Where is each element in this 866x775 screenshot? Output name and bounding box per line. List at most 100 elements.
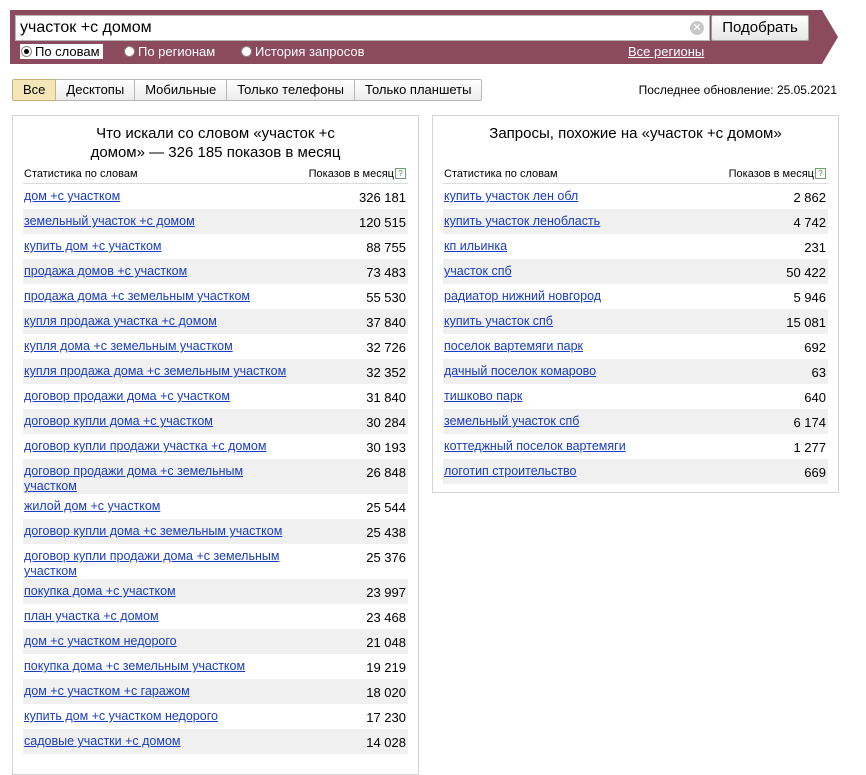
phrase-link[interactable]: участок спб	[444, 264, 512, 278]
table-row: договор купли дома +с участком 30 284	[23, 409, 408, 434]
radio-history-label: История запросов	[255, 44, 365, 59]
table-row: купля продажа участка +с домом 37 840	[23, 309, 408, 334]
shows-count: 23 997	[366, 585, 406, 600]
phrase-link[interactable]: продажа домов +с участком	[24, 264, 188, 278]
words-panel-title: Что искали со словом «участок +с домом» …	[23, 124, 408, 162]
tab-all[interactable]: Все	[12, 79, 57, 101]
tab-desktops[interactable]: Десктопы	[56, 79, 136, 101]
similar-table-body: купить участок лен обл 2 862 купить участо…	[443, 184, 828, 484]
similar-table-header: Статистика по словам Показов в месяц?	[443, 166, 828, 184]
shows-count: 32 726	[366, 340, 406, 355]
phrase-link[interactable]: дом +с участком	[24, 189, 121, 203]
shows-count: 88 755	[366, 240, 406, 255]
shows-count: 1 277	[793, 440, 826, 455]
phrase-link[interactable]: дом +с участком недорого	[24, 634, 177, 648]
phrase-link[interactable]: договор купли продажи участка +с домом	[24, 439, 267, 453]
table-row: договор продажи дома +с земельным участк…	[23, 459, 408, 494]
shows-count: 25 438	[366, 525, 406, 540]
tab-mobile[interactable]: Мобильные	[135, 79, 228, 101]
shows-count: 30 193	[366, 440, 406, 455]
table-row: садовые участки +с домом 14 028	[23, 729, 408, 754]
phrase-link[interactable]: договор купли продажи дома +с земельным …	[24, 549, 280, 578]
all-regions-link[interactable]: Все регионы	[628, 44, 705, 59]
phrase-link[interactable]: продажа дома +с земельным участком	[24, 289, 250, 303]
table-row: план участка +с домом 23 468	[23, 604, 408, 629]
phrase-link[interactable]: купить участок спб	[444, 314, 553, 328]
radio-unchecked-icon	[124, 46, 135, 57]
phrase-link[interactable]: жилой дом +с участком	[24, 499, 161, 513]
phrase-link[interactable]: план участка +с домом	[24, 609, 159, 623]
shows-count: 640	[804, 390, 826, 405]
pick-button[interactable]: Подобрать	[711, 15, 809, 41]
table-row: дачный поселок комарово 63	[443, 359, 828, 384]
shows-count: 55 530	[366, 290, 406, 305]
table-row: покупка дома +с участком 23 997	[23, 579, 408, 604]
shows-count: 692	[804, 340, 826, 355]
table-row: продажа дома +с земельным участком 55 530	[23, 284, 408, 309]
radio-by-regions[interactable]: По регионам	[124, 44, 215, 59]
phrase-link[interactable]: коттеджный поселок вартемяги	[444, 439, 626, 453]
phrase-link[interactable]: дом +с участком +с гаражом	[24, 684, 190, 698]
table-row: купить дом +с участком 88 755	[23, 234, 408, 259]
phrase-link[interactable]: покупка дома +с земельным участком	[24, 659, 246, 673]
similar-panel-title: Запросы, похожие на «участок +с домом»	[489, 125, 782, 142]
phrase-link[interactable]: купить дом +с участком недорого	[24, 709, 218, 723]
table-row: купить участок спб 15 081	[443, 309, 828, 334]
table-row: земельный участок +с домом 120 515	[23, 209, 408, 234]
clear-icon[interactable]: ✕	[690, 21, 704, 35]
table-row: тишково парк 640	[443, 384, 828, 409]
shows-count: 25 376	[366, 550, 406, 565]
tab-phones-only[interactable]: Только телефоны	[227, 79, 356, 101]
phrase-link[interactable]: купля продажа участка +с домом	[24, 314, 217, 328]
table-row: продажа домов +с участком 73 483	[23, 259, 408, 284]
phrase-link[interactable]: договор купли дома +с участком	[24, 414, 213, 428]
phrase-link[interactable]: покупка дома +с участком	[24, 584, 176, 598]
phrase-link[interactable]: земельный участок +с домом	[24, 214, 195, 228]
radio-by-words[interactable]: По словам	[20, 44, 103, 59]
phrase-link[interactable]: купить участок лен обл	[444, 189, 579, 203]
table-row: дом +с участком +с гаражом 18 020	[23, 679, 408, 704]
phrase-link[interactable]: договор продажи дома +с участком	[24, 389, 230, 403]
shows-count: 19 219	[366, 660, 406, 675]
phrase-link[interactable]: земельный участок спб	[444, 414, 580, 428]
table-row: радиатор нижний новгород 5 946	[443, 284, 828, 309]
shows-count: 17 230	[366, 710, 406, 725]
phrase-link[interactable]: купить дом +с участком	[24, 239, 162, 253]
help-icon[interactable]: ?	[395, 168, 406, 179]
shows-count: 23 468	[366, 610, 406, 625]
phrase-link[interactable]: поселок вартемяги парк	[444, 339, 584, 353]
radio-unchecked-icon	[241, 46, 252, 57]
radio-by-regions-label: По регионам	[138, 44, 216, 59]
phrase-link[interactable]: логотип строительство	[444, 464, 577, 478]
words-panel-title-line1: Что искали со словом «участок +с	[96, 125, 335, 142]
phrase-link[interactable]: купля продажа дома +с земельным участком	[24, 364, 287, 378]
similar-panel: Запросы, похожие на «участок +с домом» С…	[432, 115, 839, 493]
table-row: договор купли продажи дома +с земельным …	[23, 544, 408, 579]
col-shows-header: Показов в месяц?	[309, 168, 406, 180]
phrase-link[interactable]: радиатор нижний новгород	[444, 289, 602, 303]
phrase-link[interactable]: садовые участки +с домом	[24, 734, 181, 748]
col-shows-label: Показов в месяц	[308, 168, 394, 180]
phrase-link[interactable]: купить участок ленобласть	[444, 214, 601, 228]
radio-history[interactable]: История запросов	[241, 44, 365, 59]
table-row: дом +с участком 326 181	[23, 184, 408, 209]
device-tabs: Все Десктопы Мобильные Только телефоны Т…	[12, 79, 483, 101]
table-row: поселок вартемяги парк 692	[443, 334, 828, 359]
phrase-link[interactable]: кп ильинка	[444, 239, 508, 253]
phrase-link[interactable]: договор продажи дома +с земельным участк…	[24, 464, 244, 493]
phrase-link[interactable]: купля дома +с земельным участком	[24, 339, 233, 353]
phrase-link[interactable]: тишково парк	[444, 389, 523, 403]
shows-count: 14 028	[366, 735, 406, 750]
shows-count: 25 544	[366, 500, 406, 515]
search-input[interactable]	[20, 18, 680, 38]
phrase-link[interactable]: дачный поселок комарово	[444, 364, 597, 378]
words-panel: Что искали со словом «участок +с домом» …	[12, 115, 419, 775]
table-row: купля продажа дома +с земельным участком…	[23, 359, 408, 384]
phrase-link[interactable]: договор купли дома +с земельным участком	[24, 524, 283, 538]
col-shows-label: Показов в месяц	[728, 168, 814, 180]
shows-count: 4 742	[793, 215, 826, 230]
tab-tablets-only[interactable]: Только планшеты	[355, 79, 483, 101]
search-box: ✕	[15, 15, 710, 41]
help-icon[interactable]: ?	[815, 168, 826, 179]
shows-count: 120 515	[359, 215, 406, 230]
